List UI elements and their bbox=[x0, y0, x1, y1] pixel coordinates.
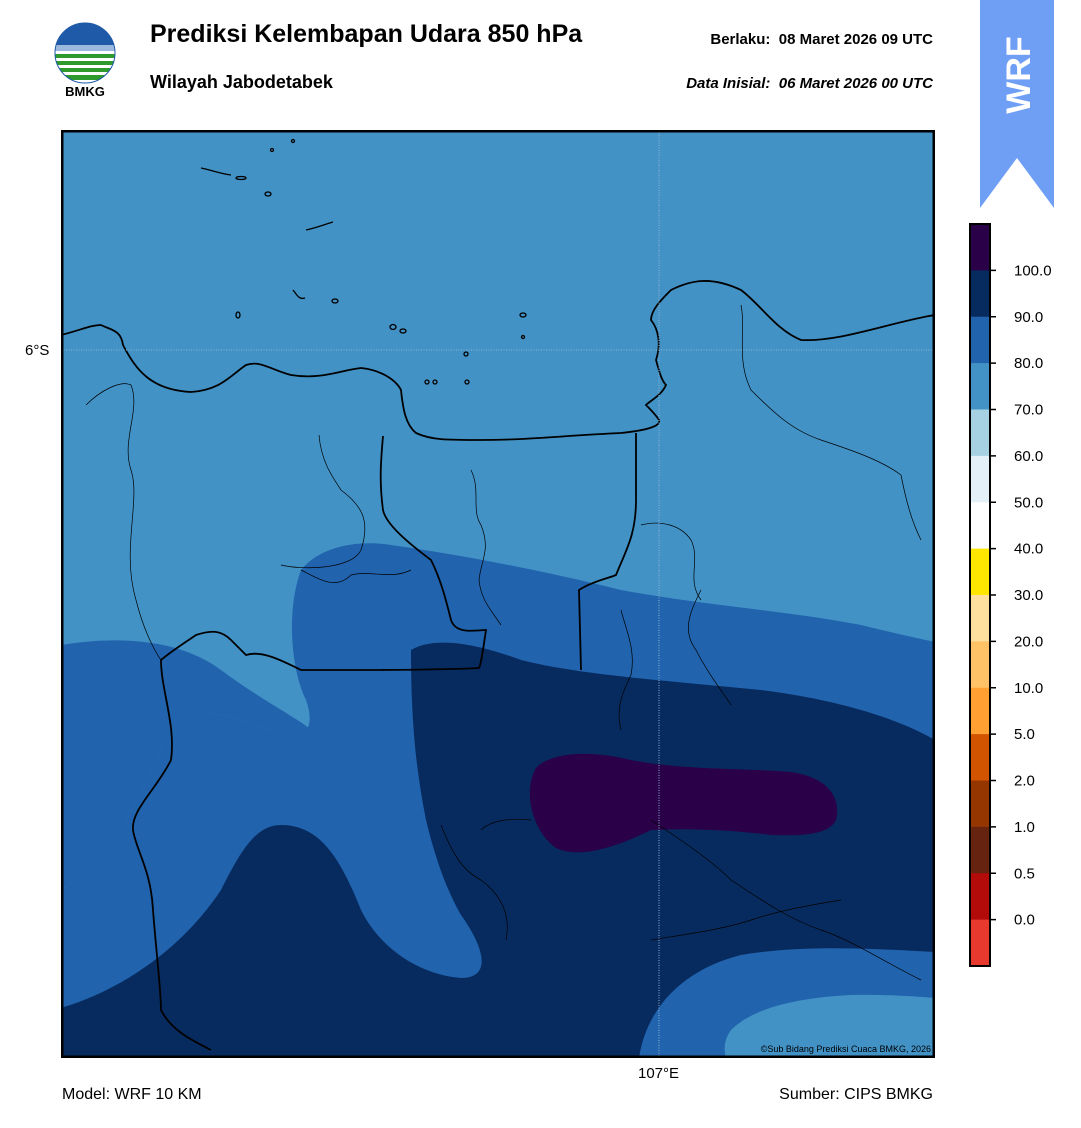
province-border-west bbox=[132, 435, 488, 1051]
colorbar-swatch bbox=[970, 224, 990, 271]
colorbar-label: 30.0 bbox=[1014, 587, 1043, 604]
latitude-label: 6°S bbox=[25, 342, 50, 359]
colorbar-swatch bbox=[970, 316, 990, 364]
colorbar-label: 2.0 bbox=[1014, 773, 1035, 790]
colorbar: 100.0 90.0 80.0 70.0 60.0 50.0 40.0 30.0 20.0 10.… bbox=[969, 223, 1052, 967]
colorbar-swatch bbox=[970, 270, 990, 318]
valid-time: Berlaku: 08 Maret 2026 09 UTC bbox=[710, 31, 933, 48]
colorbar-swatch bbox=[970, 687, 990, 735]
wrf-badge-text: WRF bbox=[1000, 36, 1038, 113]
colorbar-swatch bbox=[970, 363, 990, 410]
colorbar-labels: 100.0 90.0 80.0 70.0 60.0 50.0 40.0 30.0 20.0 10.… bbox=[990, 262, 1052, 929]
colorbar-swatch bbox=[970, 595, 990, 642]
bmkg-logo: BMKG bbox=[52, 20, 118, 102]
logo-text: BMKG bbox=[65, 84, 105, 99]
colorbar-swatch bbox=[970, 780, 990, 828]
colorbar-label: 70.0 bbox=[1014, 402, 1043, 419]
zone-90-100 bbox=[61, 642, 935, 1058]
colorbar-label: 10.0 bbox=[1014, 680, 1043, 697]
valid-value: 08 Maret 2026 09 UTC bbox=[778, 31, 933, 48]
zone-100 bbox=[529, 753, 838, 853]
page-subtitle: Wilayah Jabodetabek bbox=[150, 72, 333, 92]
colorbar-label: 50.0 bbox=[1014, 494, 1043, 511]
map-copyright: ©Sub Bidang Prediksi Cuaca BMKG, 2026 bbox=[761, 1044, 931, 1054]
colorbar-label: 60.0 bbox=[1014, 448, 1043, 465]
district-borders bbox=[85, 304, 922, 981]
colorbar-label: 80.0 bbox=[1014, 355, 1043, 372]
init-label: Data Inisial: bbox=[686, 75, 771, 92]
colorbar-label: 90.0 bbox=[1014, 309, 1043, 326]
colorbar-swatch bbox=[970, 409, 990, 457]
longitude-label: 107°E bbox=[638, 1065, 680, 1082]
map-frame bbox=[61, 130, 935, 1058]
colorbar-frame bbox=[969, 223, 991, 967]
valid-label: Berlaku: bbox=[710, 31, 771, 48]
colorbar-swatch bbox=[970, 873, 990, 921]
wrf-badge-shape bbox=[980, 0, 1054, 208]
humidity-map: ©Sub Bidang Prediksi Cuaca BMKG, 2026 bbox=[61, 130, 935, 1058]
colorbar-swatch bbox=[970, 734, 990, 781]
islands bbox=[200, 138, 527, 385]
colorbar-swatches bbox=[970, 224, 990, 967]
colorbar-label: 100.0 bbox=[1014, 262, 1052, 279]
colorbar-label: 40.0 bbox=[1014, 541, 1043, 558]
zone-70-80-southeast bbox=[724, 994, 935, 1058]
colorbar-label: 5.0 bbox=[1014, 726, 1035, 743]
colorbar-label: 0.5 bbox=[1014, 865, 1035, 882]
coastline bbox=[61, 280, 935, 441]
colorbar-swatch bbox=[970, 502, 990, 550]
province-border-east bbox=[578, 433, 637, 671]
source-info: Sumber: CIPS BMKG bbox=[779, 1086, 933, 1103]
colorbar-swatch bbox=[970, 548, 990, 596]
page-title: Prediksi Kelembapan Udara 850 hPa bbox=[150, 20, 583, 48]
init-time: Data Inisial: 06 Maret 2026 00 UTC bbox=[686, 75, 933, 92]
init-value: 06 Maret 2026 00 UTC bbox=[778, 75, 933, 92]
colorbar-label: 0.0 bbox=[1014, 912, 1035, 929]
colorbar-label: 20.0 bbox=[1014, 633, 1043, 650]
colorbar-swatch bbox=[970, 641, 990, 689]
colorbar-swatch bbox=[970, 826, 990, 874]
bmkg-logo-icon bbox=[54, 22, 116, 84]
colorbar-swatch bbox=[970, 455, 990, 503]
wrf-badge: WRF bbox=[980, 0, 1054, 208]
colorbar-swatch bbox=[970, 919, 990, 967]
colorbar-label: 1.0 bbox=[1014, 819, 1035, 836]
zone-80-90-west bbox=[61, 640, 312, 890]
model-info: Model: WRF 10 KM bbox=[62, 1086, 202, 1103]
